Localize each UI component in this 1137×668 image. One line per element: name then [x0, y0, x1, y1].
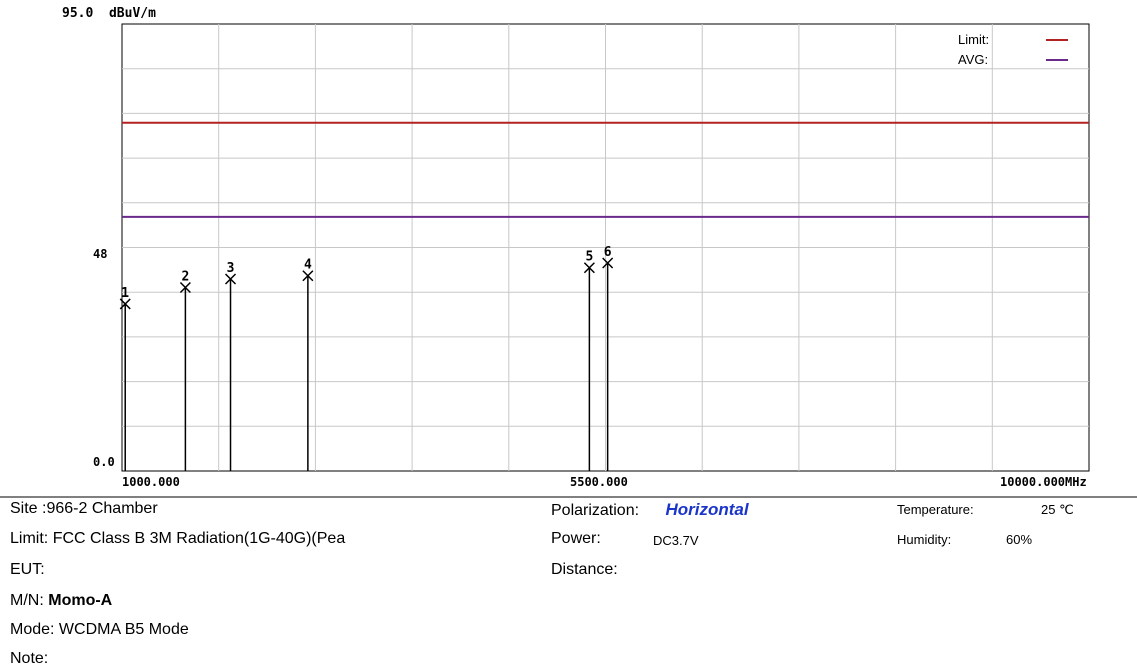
marker-label-1: 1 [121, 286, 129, 301]
power-label: Power: [551, 530, 601, 547]
marker-label-2: 2 [181, 269, 189, 284]
legend-label-avg: AVG: [958, 52, 989, 67]
marker-x-5 [583, 262, 595, 274]
limit-row: Limit: FCC Class B 3M Radiation(1G-40G)(… [10, 530, 345, 548]
site-value: :966-2 Chamber [42, 500, 158, 517]
limit-label: Limit: [10, 530, 49, 547]
legend-swatch-limit [1046, 39, 1068, 41]
emission-chart: 1 2 3 4 5 6 [0, 23, 1137, 498]
marker-x-2 [179, 281, 191, 294]
y-axis-top-label: 95.0 dBuV/m [62, 6, 156, 21]
x-tick-label-end: 10000.000MHz [1000, 475, 1087, 489]
temperature-value: 25 ℃ [1041, 502, 1074, 517]
legend-swatch-avg [1046, 59, 1068, 61]
mode-label: Mode: [10, 621, 55, 638]
polarization-row: Polarization: Horizontal [551, 500, 749, 520]
humidity-label: Humidity: [897, 532, 952, 547]
marker-x-3 [224, 273, 237, 285]
humidity-value: 60% [1006, 532, 1033, 547]
legend-item-avg: AVG: [958, 50, 1068, 70]
marker-x-4 [302, 270, 314, 282]
legend-label-limit: Limit: [958, 32, 990, 47]
marker-x-1 [119, 298, 131, 310]
mode-value: WCDMA B5 Mode [58, 621, 189, 638]
y-tick-label-0: 0.0 [93, 455, 115, 469]
y-tick-label-48: 48 [93, 247, 108, 261]
note-label: Note: [10, 650, 49, 667]
polarization-label: Polarization: [551, 502, 640, 519]
site-label: Site [10, 500, 38, 517]
limit-value: FCC Class B 3M Radiation(1G-40G)(Pea [52, 530, 346, 547]
marker-label-6: 6 [604, 245, 612, 260]
x-tick-label-mid: 5500.000 [570, 475, 628, 489]
marker-label-3: 3 [227, 261, 235, 276]
marker-x-6 [602, 257, 614, 269]
legend-item-limit: Limit: [958, 30, 1068, 50]
legend: Limit: AVG: [958, 30, 1068, 70]
distance-label: Distance: [551, 561, 618, 578]
polarization-value: Horizontal [665, 500, 749, 519]
mode-row: Mode: WCDMA B5 Mode [10, 621, 189, 639]
mn-row: M/N: Momo-A [10, 592, 112, 610]
mn-value: Momo-A [48, 592, 113, 609]
marker-label-4: 4 [304, 258, 312, 273]
power-value: DC3.7V [653, 533, 699, 548]
site-row: Site :966-2 Chamber [10, 500, 158, 518]
temperature-label: Temperature: [897, 502, 974, 517]
mn-label: M/N: [10, 592, 44, 609]
eut-label: EUT: [10, 561, 45, 578]
x-tick-label-start: 1000.000 [122, 475, 180, 489]
marker-label-5: 5 [585, 250, 593, 265]
